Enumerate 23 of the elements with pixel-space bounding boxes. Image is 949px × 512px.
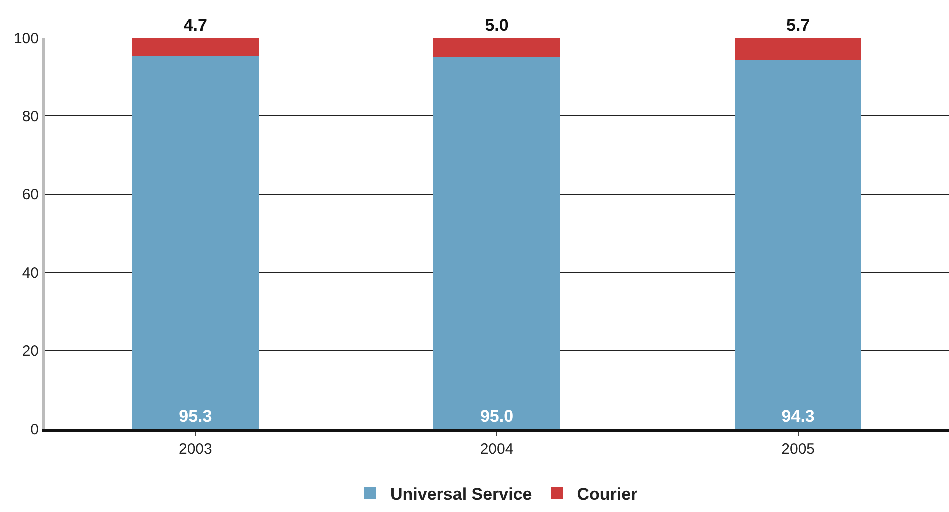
data-label: 5.7 <box>786 16 810 35</box>
legend-label: Courier <box>577 485 638 504</box>
bar <box>132 56 259 429</box>
x-tick-label: 2003 <box>178 441 212 458</box>
y-tick-label: 0 <box>30 421 39 438</box>
y-tick-label: 40 <box>22 264 39 282</box>
y-tick-label: 100 <box>14 30 39 48</box>
data-label: 95.3 <box>179 407 212 426</box>
y-tick-label: 20 <box>22 343 39 360</box>
x-tick-label: 2004 <box>480 441 514 458</box>
bar <box>735 60 862 429</box>
bar <box>132 38 259 56</box>
data-label: 5.0 <box>485 16 509 35</box>
y-tick-label: 60 <box>22 186 39 204</box>
bar <box>434 58 560 429</box>
legend-label: Universal Service <box>390 485 532 504</box>
y-tick-label: 80 <box>22 108 39 126</box>
x-tick-label: 2005 <box>782 441 816 458</box>
data-label: 94.3 <box>782 407 815 426</box>
bar <box>735 38 862 60</box>
data-label: 4.7 <box>184 16 208 35</box>
bar <box>434 38 560 58</box>
data-label: 95.0 <box>480 407 514 426</box>
